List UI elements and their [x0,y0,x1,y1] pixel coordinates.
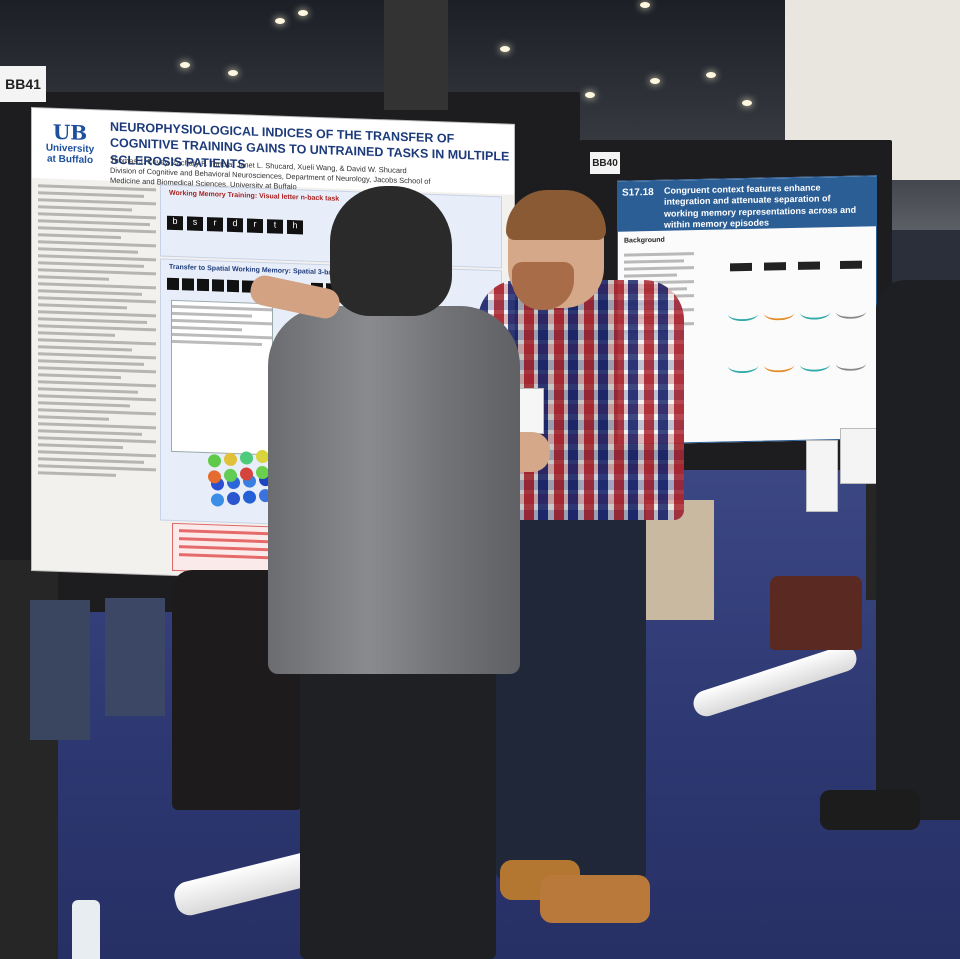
water-bottle [72,900,100,959]
board-leg [866,440,876,600]
poster-right-tag: S17.18 [622,186,654,199]
result-plot [800,305,830,320]
poster-right-section-heading: Background [624,236,665,245]
plaid-shirt-man-pants [496,500,646,880]
letter-tile: s [187,216,203,231]
booth-number-left: BB41 [0,66,46,102]
result-plot [836,304,866,320]
result-plot [764,306,794,321]
scalp-map [208,454,221,468]
scalp-map [208,470,221,484]
poster-left-text-column [38,180,156,564]
letter-tile: t [267,219,283,234]
stimulus-bar [840,260,862,270]
working-memory-heading: Working Memory Training: Visual letter n… [169,189,340,203]
result-plot [728,358,758,374]
university-logo: UB University at Buffalo [40,120,100,166]
grey-jacket-man-torso [268,306,520,674]
scalp-map [211,493,224,507]
erp-waveform-grid [171,299,273,456]
ceiling-light [500,46,510,52]
plaid-shirt-man-shoe [540,875,650,923]
background-person-legs [105,598,165,716]
ceiling-light [298,10,308,16]
result-plot [800,357,830,372]
handbag [770,576,862,650]
scalp-map [227,491,240,506]
result-plot [764,358,794,373]
background-person-legs [30,600,90,740]
poster-right-title: Congruent context features enhance integ… [664,182,857,230]
ceiling-light [640,2,650,8]
ceiling-light [650,78,660,84]
letter-tile: h [287,219,303,235]
booth-number-right: BB40 [590,152,620,174]
scalp-map [240,451,253,465]
background-person-right [876,280,960,820]
scalp-map [243,490,256,504]
letter-tile: d [227,217,243,233]
stimulus-bar [764,262,786,271]
ceiling-light [585,92,595,98]
ceiling-column [384,0,448,110]
ceiling-light [706,72,716,78]
ceiling-light [180,62,190,68]
scalp-map [224,468,237,483]
letter-tile: r [247,218,263,234]
poster-right-header: S17.18 Congruent context features enhanc… [618,176,876,232]
university-name-line2: at Buffalo [46,153,94,167]
scalp-map [224,452,237,467]
plaid-shirt-man-hair [506,190,606,240]
result-plot [836,356,866,372]
letter-tile: b [167,215,183,231]
background-person-legs [644,500,714,620]
grey-jacket-man-pants [300,640,496,959]
scalp-map [240,467,253,481]
letter-tile: r [207,217,223,232]
plaid-shirt-man-beard [512,262,574,310]
letter-sequence: b s r d r t h [167,215,303,235]
stimulus-bar [730,262,752,272]
background-person-shoe [820,790,920,830]
ceiling-light [228,70,238,76]
ceiling-light [742,100,752,106]
handout-sheet [806,440,838,512]
grey-jacket-man-hair [330,186,452,316]
result-plot [728,306,758,322]
stimulus-bar [798,261,820,270]
ceiling-light [275,18,285,24]
